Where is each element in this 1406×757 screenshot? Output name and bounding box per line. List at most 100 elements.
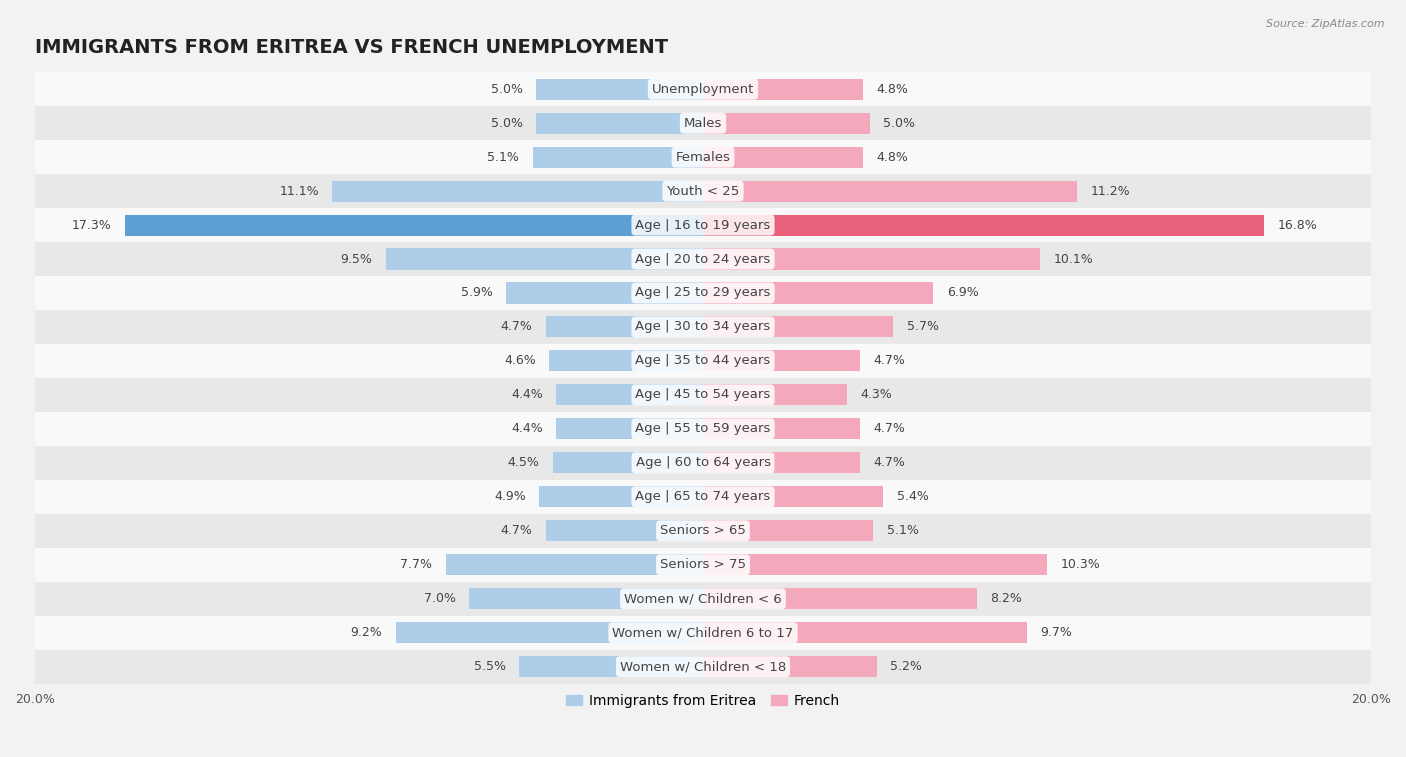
Text: 6.9%: 6.9% [946, 286, 979, 300]
Text: 17.3%: 17.3% [72, 219, 111, 232]
Bar [35, 446, 1371, 480]
Bar [703, 520, 873, 541]
Bar [35, 174, 1371, 208]
Bar [35, 582, 1371, 615]
Bar [35, 242, 1371, 276]
Text: 5.1%: 5.1% [887, 525, 918, 537]
Text: Age | 55 to 59 years: Age | 55 to 59 years [636, 422, 770, 435]
Text: 4.8%: 4.8% [877, 151, 908, 164]
Text: 5.1%: 5.1% [488, 151, 519, 164]
Bar [385, 248, 703, 269]
Text: 5.4%: 5.4% [897, 491, 928, 503]
Bar [35, 615, 1371, 650]
Text: 4.7%: 4.7% [873, 456, 905, 469]
Text: 4.4%: 4.4% [510, 422, 543, 435]
Bar [35, 548, 1371, 582]
Text: 10.1%: 10.1% [1053, 253, 1094, 266]
Bar [35, 106, 1371, 140]
Text: Males: Males [683, 117, 723, 129]
Bar [35, 514, 1371, 548]
Bar [546, 520, 703, 541]
Text: 5.2%: 5.2% [890, 660, 922, 673]
Text: Age | 45 to 54 years: Age | 45 to 54 years [636, 388, 770, 401]
Text: Age | 35 to 44 years: Age | 35 to 44 years [636, 354, 770, 367]
Text: 11.2%: 11.2% [1091, 185, 1130, 198]
Text: Seniors > 75: Seniors > 75 [659, 558, 747, 572]
Bar [35, 208, 1371, 242]
Text: Age | 60 to 64 years: Age | 60 to 64 years [636, 456, 770, 469]
Text: 4.4%: 4.4% [510, 388, 543, 401]
Text: 5.0%: 5.0% [491, 83, 523, 95]
Legend: Immigrants from Eritrea, French: Immigrants from Eritrea, French [560, 688, 846, 713]
Text: 7.0%: 7.0% [423, 592, 456, 606]
Bar [703, 554, 1047, 575]
Text: Age | 65 to 74 years: Age | 65 to 74 years [636, 491, 770, 503]
Text: Women w/ Children < 18: Women w/ Children < 18 [620, 660, 786, 673]
Bar [125, 214, 703, 235]
Bar [506, 282, 703, 304]
Bar [555, 385, 703, 406]
Bar [35, 276, 1371, 310]
Bar [519, 656, 703, 678]
Bar [35, 72, 1371, 106]
Text: 4.5%: 4.5% [508, 456, 540, 469]
Text: 7.7%: 7.7% [401, 558, 433, 572]
Bar [703, 588, 977, 609]
Text: Women w/ Children 6 to 17: Women w/ Children 6 to 17 [613, 626, 793, 639]
Bar [703, 282, 934, 304]
Text: IMMIGRANTS FROM ERITREA VS FRENCH UNEMPLOYMENT: IMMIGRANTS FROM ERITREA VS FRENCH UNEMPL… [35, 38, 668, 57]
Text: 4.3%: 4.3% [860, 388, 891, 401]
Text: Source: ZipAtlas.com: Source: ZipAtlas.com [1267, 19, 1385, 29]
Bar [550, 350, 703, 372]
Text: Females: Females [675, 151, 731, 164]
Bar [555, 419, 703, 439]
Text: 5.0%: 5.0% [883, 117, 915, 129]
Bar [703, 147, 863, 167]
Bar [540, 486, 703, 507]
Bar [35, 378, 1371, 412]
Text: 9.5%: 9.5% [340, 253, 373, 266]
Bar [35, 480, 1371, 514]
Text: 11.1%: 11.1% [280, 185, 319, 198]
Text: Women w/ Children < 6: Women w/ Children < 6 [624, 592, 782, 606]
Text: 16.8%: 16.8% [1278, 219, 1317, 232]
Text: 10.3%: 10.3% [1060, 558, 1099, 572]
Text: Age | 16 to 19 years: Age | 16 to 19 years [636, 219, 770, 232]
Text: 9.7%: 9.7% [1040, 626, 1073, 639]
Bar [703, 214, 1264, 235]
Bar [35, 310, 1371, 344]
Bar [703, 79, 863, 100]
Text: 9.2%: 9.2% [350, 626, 382, 639]
Text: 5.7%: 5.7% [907, 320, 939, 334]
Text: 8.2%: 8.2% [990, 592, 1022, 606]
Text: 4.7%: 4.7% [873, 422, 905, 435]
Bar [446, 554, 703, 575]
Bar [332, 180, 703, 201]
Text: 5.5%: 5.5% [474, 660, 506, 673]
Text: 4.8%: 4.8% [877, 83, 908, 95]
Bar [703, 453, 860, 473]
Bar [703, 486, 883, 507]
Bar [546, 316, 703, 338]
Bar [553, 453, 703, 473]
Bar [35, 650, 1371, 684]
Text: 4.7%: 4.7% [873, 354, 905, 367]
Text: 4.6%: 4.6% [505, 354, 536, 367]
Text: 4.9%: 4.9% [495, 491, 526, 503]
Bar [703, 180, 1077, 201]
Bar [703, 248, 1040, 269]
Bar [703, 316, 893, 338]
Text: Seniors > 65: Seniors > 65 [659, 525, 747, 537]
Text: Unemployment: Unemployment [652, 83, 754, 95]
Bar [395, 622, 703, 643]
Bar [703, 385, 846, 406]
Bar [35, 344, 1371, 378]
Text: 5.9%: 5.9% [461, 286, 492, 300]
Bar [703, 622, 1026, 643]
Bar [35, 412, 1371, 446]
Text: 4.7%: 4.7% [501, 525, 533, 537]
Bar [470, 588, 703, 609]
Bar [536, 79, 703, 100]
Bar [533, 147, 703, 167]
Text: 5.0%: 5.0% [491, 117, 523, 129]
